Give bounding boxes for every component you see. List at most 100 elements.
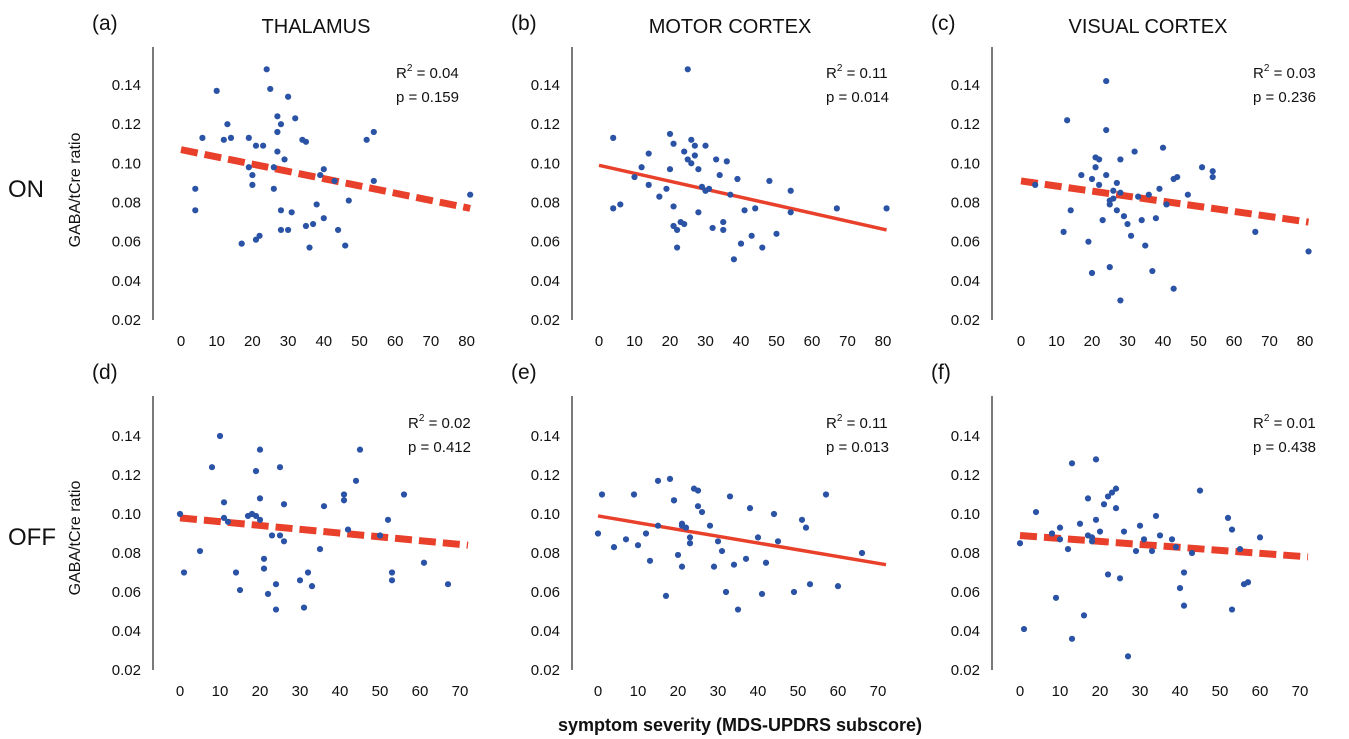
x-tick-label: 0: [595, 333, 603, 350]
y-tick-label: 0.14: [531, 77, 560, 94]
data-point: [1108, 489, 1116, 496]
data-point: [1056, 536, 1064, 543]
data-point: [1305, 248, 1312, 255]
y-tick-label: 0.10: [531, 155, 560, 172]
data-point: [1209, 168, 1216, 175]
y-tick-label: 0.10: [112, 506, 141, 523]
data-point: [773, 230, 780, 237]
data-point: [1127, 232, 1135, 239]
data-point: [1209, 173, 1216, 181]
data-point: [317, 171, 324, 179]
data-point: [1104, 571, 1112, 578]
data-point: [1252, 228, 1259, 235]
x-tick-label: 60: [1252, 683, 1269, 700]
x-tick-label: 40: [315, 333, 332, 350]
data-point: [1076, 520, 1084, 527]
data-point: [1110, 195, 1117, 202]
y-tick-label: 0.08: [531, 195, 560, 212]
y-tick-label: 0.04: [531, 273, 560, 290]
x-tick-label: 80: [875, 333, 892, 350]
data-point: [277, 207, 285, 214]
y-tick-label: 0.12: [531, 467, 560, 484]
data-point: [662, 592, 670, 600]
x-tick-label: 40: [1155, 333, 1172, 350]
data-point: [256, 495, 264, 502]
data-point: [320, 215, 327, 222]
data-point: [1117, 156, 1124, 163]
x-tick-label: 10: [1048, 333, 1065, 350]
data-point: [674, 226, 681, 234]
x-tick-label: 50: [372, 683, 389, 700]
data-point: [833, 205, 840, 212]
regression-line: [598, 163, 887, 232]
data-point: [634, 542, 642, 549]
data-point: [300, 604, 308, 611]
data-point: [670, 497, 678, 504]
data-point: [1016, 540, 1024, 547]
data-point: [610, 205, 617, 212]
data-point: [686, 540, 694, 547]
data-point: [741, 207, 748, 214]
data-point: [1103, 77, 1110, 85]
x-tick-label: 20: [1092, 683, 1109, 700]
data-point: [691, 142, 698, 149]
p-value-label: p = 0.013: [826, 439, 889, 456]
data-point: [691, 152, 698, 159]
data-point: [304, 569, 312, 576]
data-point: [656, 193, 663, 200]
x-tick-label: 30: [697, 333, 714, 350]
data-point: [1099, 217, 1106, 224]
x-tick-label: 50: [1190, 333, 1207, 350]
y-tick-label: 0.08: [951, 545, 980, 562]
data-point: [306, 244, 313, 251]
data-point: [754, 534, 762, 541]
data-point: [1156, 532, 1164, 539]
panel-letter: (f): [931, 361, 951, 384]
x-tick-label: 20: [670, 683, 687, 700]
r-squared-label: R2 = 0.04: [396, 63, 459, 82]
data-point: [213, 87, 220, 94]
data-point: [281, 156, 288, 163]
data-point: [1064, 546, 1072, 553]
y-tick-label: 0.08: [531, 545, 560, 562]
data-point: [232, 569, 240, 576]
data-point: [302, 138, 310, 145]
data-point: [1117, 297, 1124, 304]
data-point: [274, 128, 281, 136]
y-tick-label: 0.02: [112, 312, 141, 329]
data-point: [762, 559, 770, 566]
data-point: [400, 491, 408, 498]
data-point: [654, 522, 662, 529]
data-point: [1068, 460, 1076, 467]
data-point: [352, 477, 360, 484]
data-point: [806, 581, 814, 588]
data-point: [1052, 594, 1060, 601]
column-title-motor-cortex: MOTOR CORTEX: [649, 16, 812, 38]
panel-letter: (d): [92, 361, 118, 384]
data-point: [1152, 512, 1160, 520]
data-point: [1056, 524, 1064, 531]
data-point: [702, 142, 709, 149]
data-point: [610, 134, 617, 141]
data-point: [220, 136, 227, 143]
data-point: [695, 166, 702, 173]
data-point: [774, 538, 782, 545]
data-point: [1096, 181, 1103, 188]
data-point: [192, 207, 199, 214]
data-point: [320, 166, 327, 173]
data-point: [1032, 508, 1040, 516]
data-point: [1100, 501, 1108, 508]
data-point: [342, 242, 349, 249]
data-point: [1224, 514, 1232, 522]
data-point: [1131, 148, 1138, 155]
x-tick-label: 40: [1172, 683, 1189, 700]
y-tick-label: 0.14: [112, 77, 141, 94]
data-point: [758, 590, 766, 598]
data-point: [1152, 215, 1159, 222]
data-point: [260, 565, 268, 572]
data-point: [1104, 493, 1112, 500]
data-point: [292, 115, 299, 122]
row-label-on: ON: [8, 176, 44, 203]
data-point: [270, 164, 277, 171]
data-point: [1067, 207, 1074, 214]
